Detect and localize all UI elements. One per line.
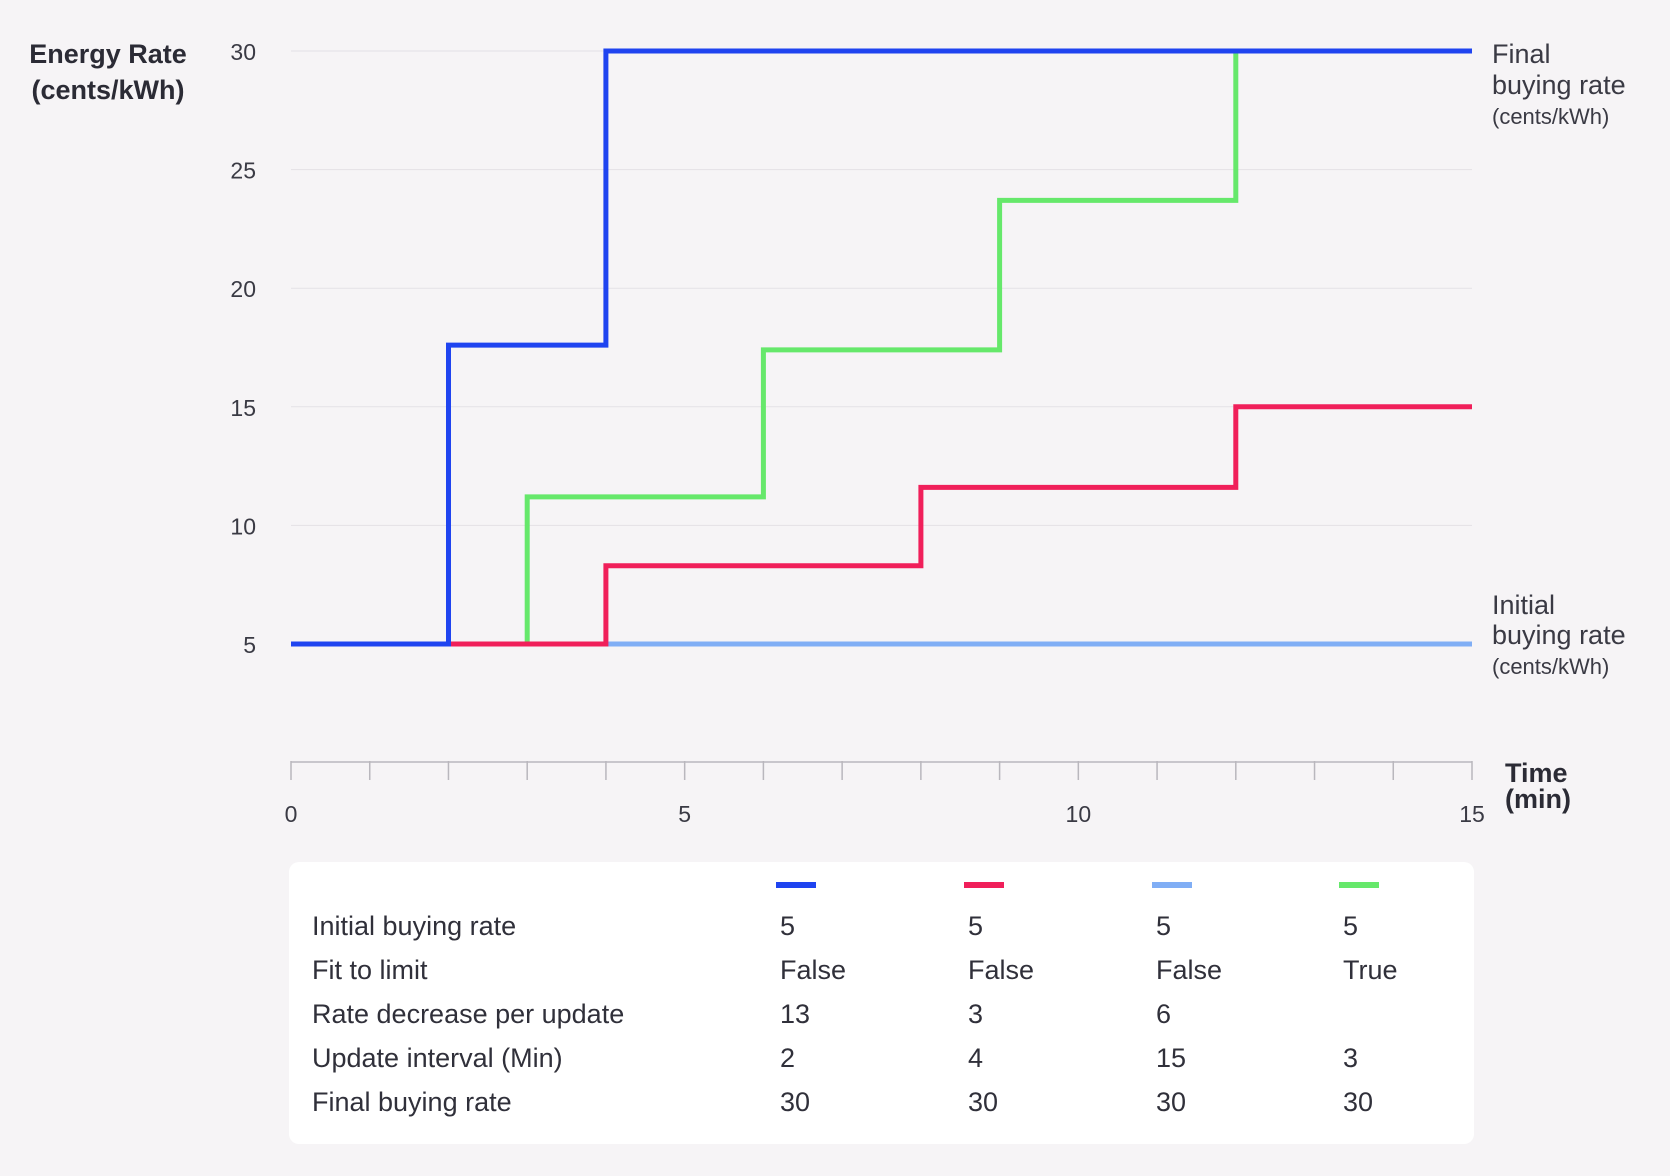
- cell-blue-interval: 2: [780, 1043, 796, 1073]
- cell-blue-final: 30: [780, 1087, 811, 1117]
- row-label-rate-decrease: Rate decrease per update: [312, 999, 625, 1029]
- cell-red-interval: 4: [968, 1043, 984, 1073]
- legend-swatch-blue: [776, 882, 816, 888]
- series-blue-line: [291, 48, 1472, 647]
- cell-light-blue-initial: 5: [1156, 911, 1172, 941]
- initial-rate-annotation-line3: (cents/kWh): [1492, 654, 1609, 679]
- y-tick-label-10: 10: [230, 513, 256, 539]
- cell-light-blue-fit: False: [1156, 955, 1223, 985]
- row-label-update-interval: Update interval (Min): [312, 1043, 563, 1073]
- y-tick-label-15: 15: [230, 395, 256, 421]
- series-lines: [291, 48, 1472, 647]
- final-rate-annotation-line2: buying rate: [1492, 70, 1626, 100]
- cell-red-final: 30: [968, 1087, 999, 1117]
- cell-red-fit: False: [968, 955, 1035, 985]
- initial-rate-annotation-line2: buying rate: [1492, 620, 1626, 650]
- final-rate-annotation-line3: (cents/kWh): [1492, 104, 1609, 129]
- cell-green-interval: 3: [1343, 1043, 1359, 1073]
- y-axis-title-line1: Energy Rate: [29, 39, 187, 69]
- cell-blue-initial: 5: [780, 911, 796, 941]
- cell-green-final: 30: [1343, 1087, 1374, 1117]
- cell-red-decrease: 3: [968, 999, 984, 1029]
- row-label-final-buying-rate: Final buying rate: [312, 1087, 512, 1117]
- x-axis-title-line2: (min): [1505, 784, 1571, 814]
- x-axis: 0 5 10 15: [285, 761, 1485, 827]
- parameter-table: Initial buying rate Fit to limit Rate de…: [289, 862, 1474, 1144]
- y-tick-label-20: 20: [230, 276, 256, 302]
- series-green-line: [291, 48, 1472, 647]
- cell-red-initial: 5: [968, 911, 984, 941]
- final-rate-annotation-line1: Final: [1492, 39, 1551, 69]
- row-label-fit-to-limit: Fit to limit: [312, 955, 428, 985]
- y-tick-label-30: 30: [230, 39, 256, 65]
- legend-swatch-light-blue: [1152, 882, 1192, 888]
- legend-swatch-green: [1339, 882, 1379, 888]
- cell-blue-decrease: 13: [780, 999, 811, 1029]
- y-tick-label-25: 25: [230, 158, 256, 184]
- cell-light-blue-final: 30: [1156, 1087, 1187, 1117]
- x-tick-label-15: 15: [1459, 801, 1485, 827]
- cell-blue-fit: False: [780, 955, 847, 985]
- cell-green-fit: True: [1343, 955, 1398, 985]
- y-tick-labels: 5 10 15 20 25 30: [230, 39, 256, 658]
- initial-rate-annotation-line1: Initial: [1492, 590, 1555, 620]
- x-tick-label-5: 5: [678, 801, 691, 827]
- x-tick-label-0: 0: [285, 801, 298, 827]
- gridlines: [291, 50, 1472, 526]
- x-tick-label-10: 10: [1066, 801, 1092, 827]
- cell-light-blue-decrease: 6: [1156, 999, 1172, 1029]
- legend-swatch-red: [964, 882, 1004, 888]
- y-axis-title-line2: (cents/kWh): [31, 75, 184, 105]
- x-axis-title-line1: Time: [1505, 758, 1568, 788]
- row-label-initial-buying-rate: Initial buying rate: [312, 911, 517, 941]
- series-red-line: [291, 404, 1472, 647]
- cell-light-blue-interval: 15: [1156, 1043, 1187, 1073]
- step-line-chart: 5 10 15 20 25 30 0 5 10 15 Energy Rate (cents/kW…: [29, 39, 1626, 827]
- cell-green-initial: 5: [1343, 911, 1359, 941]
- y-tick-label-5: 5: [243, 632, 256, 658]
